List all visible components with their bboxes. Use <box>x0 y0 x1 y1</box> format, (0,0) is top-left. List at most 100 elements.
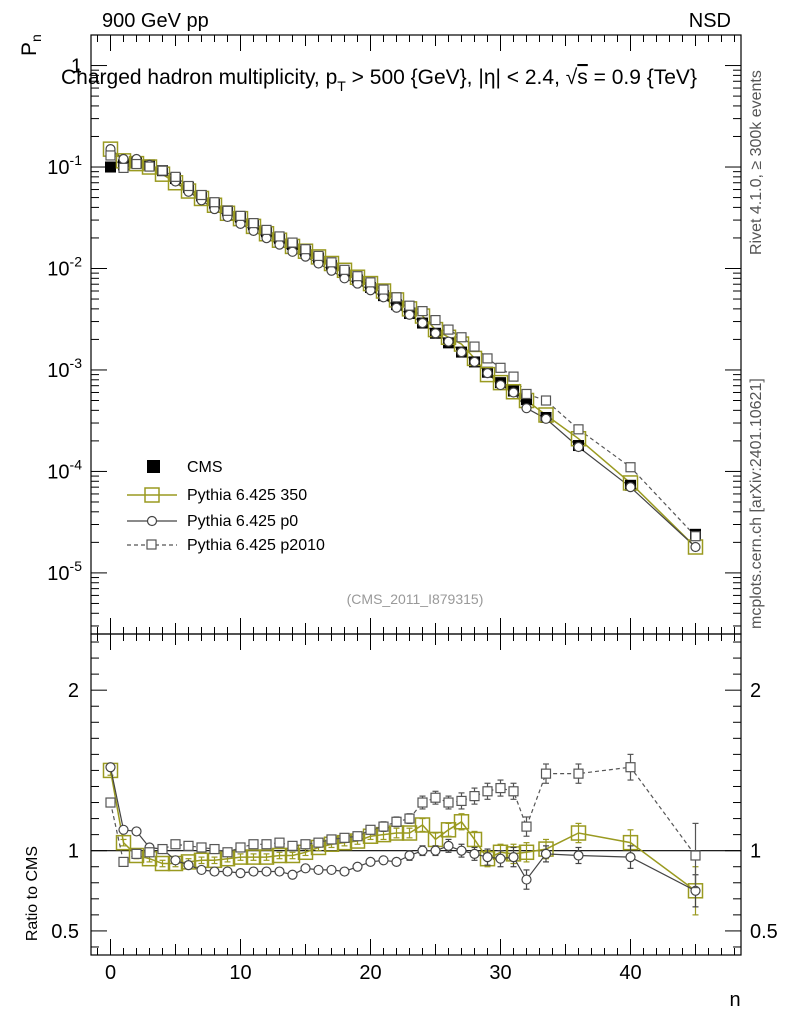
ratio-point-p0 <box>248 866 259 877</box>
ratio-point-p2010 <box>118 856 129 868</box>
ratio-point-p0 <box>170 855 181 866</box>
ratio-point-p2010 <box>144 847 155 858</box>
data-point-p2010 <box>209 197 220 208</box>
ratio-point-p2010 <box>235 842 246 853</box>
ratio-point-p2010 <box>521 821 532 832</box>
data-point-p2010 <box>313 250 324 262</box>
ratio-point-p2010 <box>300 839 311 850</box>
legend-marker-350 <box>144 487 160 503</box>
ratio-point-p0 <box>625 851 636 863</box>
ratio-point-p2010 <box>365 824 376 835</box>
data-point-p0 <box>456 346 467 358</box>
ratio-point-p2010 <box>456 795 467 807</box>
ratio-point-p2010 <box>170 839 181 850</box>
data-point-p0 <box>540 413 552 424</box>
ratio-y-axis-label: Ratio to CMS <box>24 846 41 941</box>
ratio-y-tick-label-right: 2 <box>750 680 761 702</box>
ratio-point-p0 <box>417 845 428 856</box>
data-point-p0 <box>326 265 337 276</box>
ratio-point-p0 <box>235 868 246 879</box>
data-point-p2010 <box>118 162 129 174</box>
data-point-p0 <box>261 233 272 244</box>
ratio-point-p2010 <box>391 816 402 827</box>
ratio-point-p2010 <box>417 797 428 808</box>
data-point-p2010 <box>469 341 480 352</box>
ratio-point-p0 <box>573 850 584 861</box>
ratio-point-p0 <box>430 845 441 856</box>
ratio-point-p2010 <box>352 831 363 842</box>
ratio-point-p0 <box>274 866 285 877</box>
ratio-point-p0 <box>469 848 480 859</box>
data-point-p0 <box>339 273 350 284</box>
data-point-p0 <box>521 403 532 414</box>
ratio-point-p2010 <box>261 839 272 850</box>
ratio-point-p2010 <box>690 850 701 861</box>
x-tick-label: 10 <box>229 962 251 984</box>
ratio-point-350 <box>440 822 457 838</box>
data-point-p2010 <box>339 264 350 275</box>
data-point-p2010 <box>222 205 233 216</box>
ratio-point-350 <box>401 825 418 841</box>
ratio-point-p0 <box>118 824 129 835</box>
ratio-y-tick-label: 0.5 <box>51 921 79 943</box>
ratio-y-tick-label: 1 <box>68 841 79 863</box>
ratio-point-350 <box>466 831 483 848</box>
ratio-point-p0 <box>300 863 311 874</box>
ratio-point-p2010 <box>443 797 454 808</box>
ratio-point-p0 <box>339 866 350 877</box>
data-point-p0 <box>495 379 506 391</box>
ratio-point-p2010 <box>183 840 194 851</box>
ratio-point-p2010 <box>625 762 636 773</box>
data-point-p0 <box>469 356 480 368</box>
data-point-p2010 <box>482 353 493 364</box>
data-point-p2010 <box>365 277 376 288</box>
ratio-y-tick-label: 2 <box>68 680 79 702</box>
ratio-point-p2010 <box>430 792 441 803</box>
data-point-350 <box>479 366 496 383</box>
ratio-point-p0 <box>261 866 272 877</box>
ratio-point-p2010 <box>209 843 220 855</box>
data-point-p2010 <box>625 462 636 473</box>
data-point-p2010 <box>183 180 194 192</box>
ratio-point-p2010 <box>157 843 168 855</box>
ratio-point-p2010 <box>378 821 389 832</box>
ratio-point-p2010 <box>274 837 285 848</box>
legend-label-350: Pythia 6.425 350 <box>187 487 307 504</box>
legend-label-cms: CMS <box>187 459 223 476</box>
x-tick-label: 30 <box>489 962 511 984</box>
data-point-p2010 <box>443 324 454 335</box>
ratio-y-tick-label-right: 1 <box>750 841 761 863</box>
ratio-point-p2010 <box>287 840 298 851</box>
ratio-point-p0 <box>378 855 389 866</box>
data-point-p0 <box>430 328 441 339</box>
data-point-350 <box>505 383 522 400</box>
data-point-p2010 <box>287 237 298 248</box>
data-point-p0 <box>443 336 454 347</box>
legend-marker-p0 <box>146 515 158 527</box>
ratio-point-p2010 <box>105 797 116 808</box>
ratio-y-tick-label-right: 0.5 <box>750 921 778 943</box>
x-tick-label: 20 <box>359 962 381 984</box>
ratio-point-p0 <box>521 874 532 885</box>
ratio-point-350 <box>115 834 132 851</box>
legend: CMS Pythia 6.425 350 Pythia 6.425 p0 Pyt… <box>127 459 325 554</box>
ratio-point-p0 <box>105 762 116 773</box>
data-point-p2010 <box>248 218 259 229</box>
ratio-point-350 <box>245 849 262 865</box>
legend-label-p2010: Pythia 6.425 p2010 <box>187 537 325 554</box>
ratio-point-p0 <box>131 826 142 837</box>
ratio-point-p0 <box>313 864 324 876</box>
energy-label: 900 GeV pp <box>102 10 209 32</box>
x-tick-label: 40 <box>619 962 641 984</box>
ratio-point-350 <box>570 825 587 841</box>
data-point-p0 <box>573 441 584 453</box>
data-point-p0 <box>508 387 519 398</box>
data-point-p2010 <box>378 284 389 295</box>
data-point-p2010 <box>573 424 584 435</box>
ratio-point-p2010 <box>196 842 207 853</box>
data-point-p2010 <box>690 531 701 542</box>
ratio-point-p0 <box>540 848 552 859</box>
ratio-point-350 <box>414 817 431 833</box>
ratio-point-p0 <box>326 864 337 876</box>
ratio-point-p2010 <box>339 832 350 843</box>
